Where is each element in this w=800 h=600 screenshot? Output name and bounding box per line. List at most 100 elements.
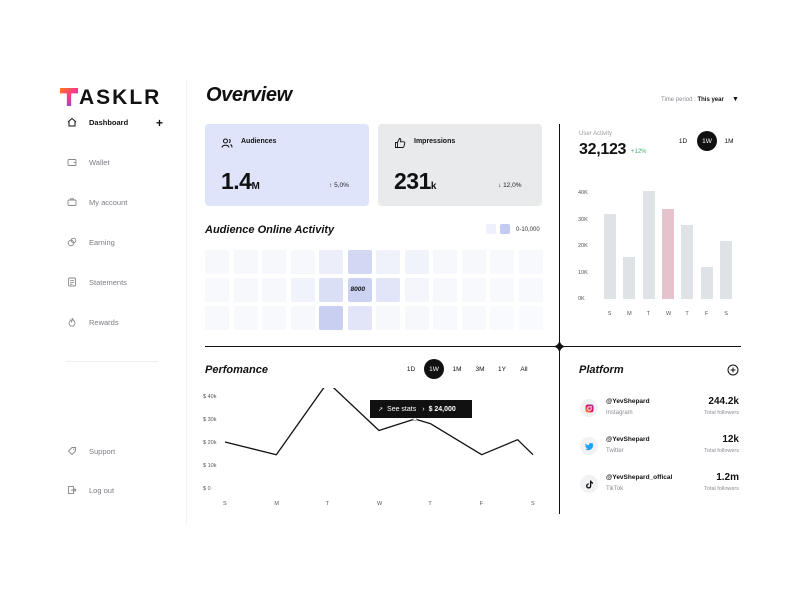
y-tick-label: 10K [578,269,588,276]
ua-range-1w[interactable]: 1W [697,131,717,151]
y-tick-label: $ 20k [203,440,217,446]
activity-bar[interactable] [700,267,713,299]
heatmap-cell[interactable] [461,306,486,330]
heatmap-cell[interactable] [461,250,486,274]
heatmap-cell[interactable] [262,306,286,330]
x-tick-label: S [223,501,227,507]
x-tick-label: T [326,501,330,507]
perf-range-all[interactable]: All [520,365,528,373]
heatmap-cell[interactable] [518,278,543,302]
heatmap-cell[interactable] [376,250,400,274]
tooltip-label: See stats [387,405,417,413]
perf-range-1y[interactable]: 1Y [498,365,506,373]
x-tick-label: W [666,311,672,317]
sidebar-item-label: My account [89,197,128,207]
heatmap-cell[interactable] [262,278,286,302]
add-icon[interactable]: + [156,116,164,130]
ua-range-1d[interactable]: 1D [678,137,688,145]
heatmap-cell[interactable] [376,306,400,330]
app-logo[interactable]: ASKLR [60,86,161,110]
heatmap-cell[interactable] [347,250,372,274]
perf-range-1w[interactable]: 1W [424,359,444,379]
sidebar-item-support[interactable]: Support [66,443,115,459]
sidebar-item-dashboard[interactable]: Dashboard [66,114,128,130]
audiences-card[interactable]: Audiences 1.4M ↑ 5,0% [205,124,369,206]
logout-icon [66,484,78,496]
activity-bar[interactable] [681,224,694,299]
sidebar-item-wallet[interactable]: Wallet [66,154,110,170]
performance-tooltip[interactable]: ↗ See stats › $ 24,000 [370,400,472,418]
heatmap-cell[interactable] [404,306,429,330]
heatmap-cell[interactable] [518,306,543,330]
perf-range-1d[interactable]: 1D [406,365,416,373]
impressions-delta: ↓ 12,0% [498,182,522,189]
sidebar-item-statements[interactable]: Statements [66,274,127,290]
sidebar-item-my-account[interactable]: My account [66,194,127,210]
sidebar-item-label: Log out [89,485,115,495]
activity-bar[interactable] [720,240,733,299]
activity-bar[interactable] [662,209,674,299]
activity-bar[interactable] [642,190,655,299]
heatmap-cell[interactable] [376,278,400,302]
briefcase-icon [66,196,78,208]
heatmap-cell[interactable] [205,306,229,330]
add-platform-icon[interactable] [727,363,739,381]
time-period-selector[interactable]: Time period : This year [661,97,724,103]
y-tick-label: $ 10k [203,463,217,469]
heatmap-cell[interactable] [347,306,372,330]
heatmap-cell[interactable] [404,278,429,302]
x-tick-label: W [377,501,383,507]
heatmap-cell[interactable] [433,278,457,302]
heatmap-cell[interactable] [490,306,514,330]
heatmap-cell[interactable] [319,306,343,330]
vertical-divider [559,124,560,514]
heatmap-cell[interactable] [319,278,343,302]
heatmap-cell[interactable] [290,278,315,302]
heatmap-cell[interactable] [490,250,514,274]
platform-handle: @YevShepard_offical [606,474,673,481]
heatmap-cell[interactable] [233,278,258,302]
audiences-unit: M [251,181,260,192]
performance-line[interactable] [224,381,534,456]
user-activity-change: +12% [631,149,647,155]
activity-bar[interactable] [623,256,636,299]
heatmap-cell[interactable] [404,250,429,274]
sidebar-item-label: Support [89,446,116,456]
platform-count: 1.2m [716,472,739,483]
heatmap-cell[interactable] [205,278,229,302]
sidebar-divider [66,361,158,362]
heatmap-cell[interactable] [433,250,457,274]
heatmap-cell[interactable] [205,250,229,274]
perf-range-1m[interactable]: 1M [452,365,462,373]
sidebar-item-earning[interactable]: Earning [66,234,115,250]
heatmap-cell[interactable] [433,306,457,330]
y-tick-label: 30K [578,216,588,223]
audiences-label: Audiences [241,138,277,145]
heatmap-cell[interactable] [233,306,258,330]
heatmap-cell[interactable] [347,278,372,302]
heatmap-cell[interactable] [518,250,543,274]
heatmap-cell[interactable] [319,250,343,274]
impressions-card[interactable]: Impressions 231k ↓ 12,0% [378,124,542,206]
sidebar-item-label: Dashboard [89,117,129,127]
platform-count-label: Total followers [704,486,739,492]
sidebar-item-logout[interactable]: Log out [66,482,114,498]
heatmap-cell[interactable] [290,306,315,330]
sidebar-item-rewards[interactable]: Rewards [66,314,119,330]
y-tick-label: $ 0 [203,486,211,492]
heatmap-cell[interactable] [262,250,286,274]
heatmap-cell[interactable] [233,250,258,274]
instagram-icon [580,399,598,417]
platform-count: 12k [722,434,739,445]
ua-range-1m[interactable]: 1M [724,137,734,145]
activity-bar[interactable] [603,214,616,299]
perf-range-3m[interactable]: 3M [475,365,485,373]
heatmap-cell[interactable] [290,250,315,274]
chevron-right-icon: › [422,405,425,413]
legend-range: 0-10,000 [516,227,540,233]
audience-icon [221,136,233,154]
heatmap-cell[interactable] [490,278,514,302]
chevron-down-icon[interactable]: ▼ [732,96,739,103]
heatmap-cell[interactable] [461,278,486,302]
twitter-icon [580,437,598,455]
